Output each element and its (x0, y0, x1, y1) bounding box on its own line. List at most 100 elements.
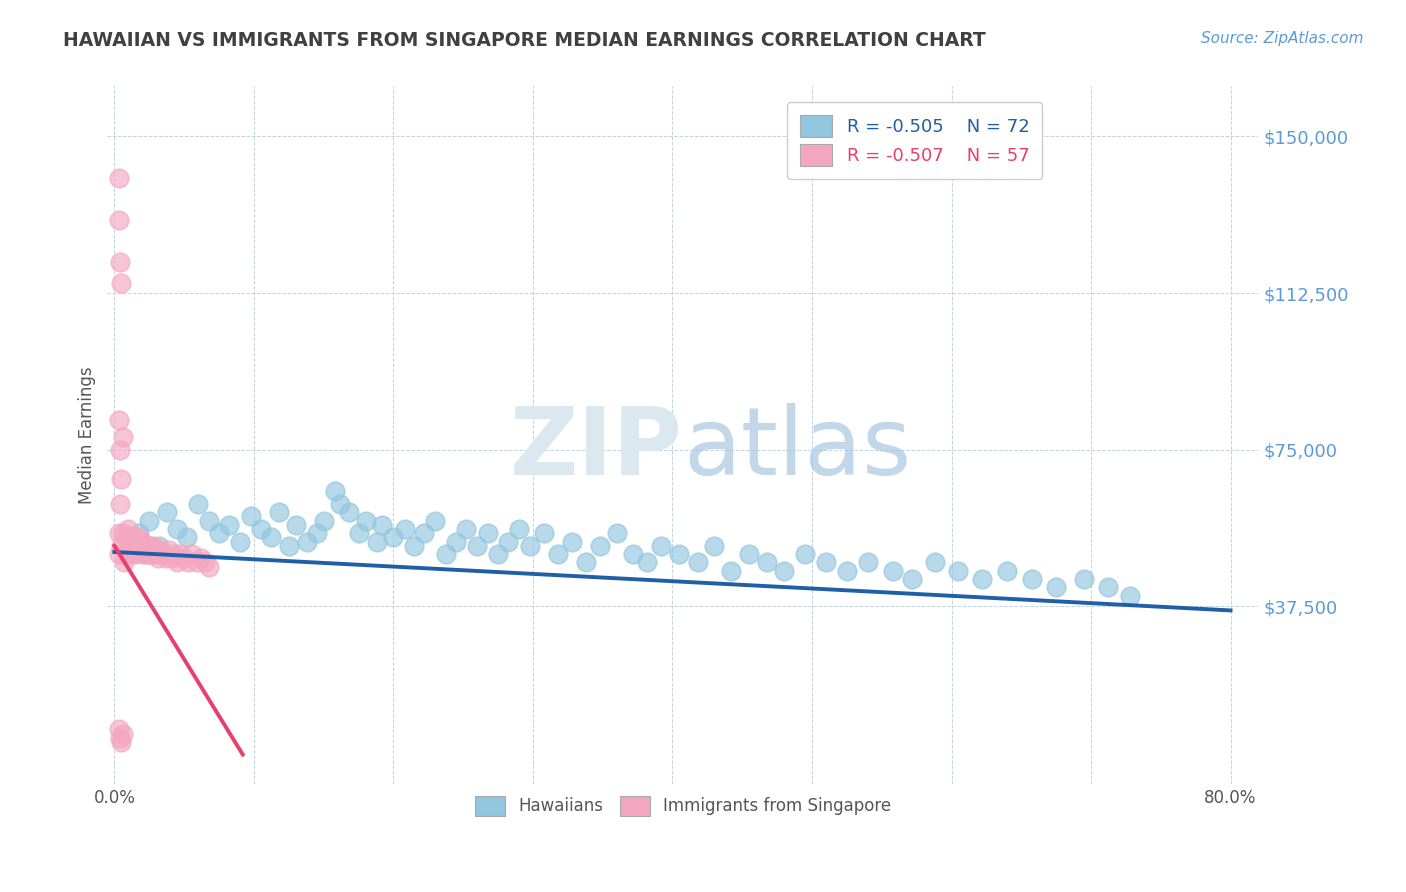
Point (173, 551, 195, 566)
Legend: Hawaiians, Immigrants from Singapore: Hawaiians, Immigrants from Singapore (467, 788, 900, 824)
Point (176, 530, 198, 544)
Point (110, 735, 132, 749)
Text: HAWAIIAN VS IMMIGRANTS FROM SINGAPORE MEDIAN EARNINGS CORRELATION CHART: HAWAIIAN VS IMMIGRANTS FROM SINGAPORE ME… (63, 31, 986, 50)
Point (519, 539, 541, 553)
Point (163, 547, 186, 561)
Point (136, 539, 159, 553)
Point (111, 726, 134, 740)
Text: Source: ZipAtlas.com: Source: ZipAtlas.com (1201, 31, 1364, 46)
Point (668, 547, 690, 561)
Point (149, 542, 172, 557)
Point (187, 497, 209, 511)
Point (208, 526, 231, 541)
Point (240, 509, 263, 524)
Point (177, 556, 200, 570)
Point (111, 526, 134, 541)
Point (508, 522, 530, 536)
Point (229, 534, 252, 549)
Point (145, 542, 167, 557)
Point (194, 556, 217, 570)
Point (134, 539, 156, 553)
Point (132, 547, 155, 561)
Point (157, 542, 180, 557)
Point (465, 539, 488, 553)
Point (148, 539, 170, 553)
Point (454, 522, 477, 536)
Point (111, 430, 134, 444)
Text: ZIP: ZIP (510, 403, 683, 495)
Point (112, 556, 135, 570)
Point (107, 213, 129, 227)
Point (124, 534, 146, 549)
Point (295, 534, 318, 549)
Point (146, 551, 169, 566)
Point (259, 530, 281, 544)
Point (901, 572, 924, 586)
Point (394, 522, 416, 536)
Point (198, 559, 221, 574)
Point (650, 539, 672, 553)
Point (305, 526, 328, 541)
Point (948, 564, 970, 578)
Point (117, 522, 139, 536)
Point (1097, 581, 1119, 595)
Point (108, 497, 131, 511)
Y-axis label: Median Earnings: Median Earnings (79, 367, 96, 504)
Point (107, 723, 129, 737)
Point (329, 497, 352, 511)
Point (267, 505, 290, 519)
Point (139, 539, 162, 553)
Point (107, 413, 129, 427)
Point (166, 522, 188, 536)
Point (156, 505, 179, 519)
Point (107, 547, 129, 561)
Point (107, 171, 129, 186)
Point (738, 547, 761, 561)
Point (198, 514, 221, 528)
Point (143, 547, 166, 561)
Point (129, 542, 152, 557)
Point (186, 556, 208, 570)
Point (218, 517, 240, 532)
Point (337, 505, 360, 519)
Point (122, 542, 145, 557)
Point (169, 547, 191, 561)
Point (115, 547, 138, 561)
Point (108, 442, 131, 457)
Point (606, 526, 628, 541)
Point (366, 534, 388, 549)
Text: atlas: atlas (683, 403, 911, 495)
Point (477, 526, 499, 541)
Point (1045, 581, 1067, 595)
Point (773, 564, 796, 578)
Point (404, 539, 426, 553)
Point (686, 556, 709, 570)
Point (131, 534, 153, 549)
Point (814, 556, 837, 570)
Point (756, 556, 779, 570)
Point (794, 547, 817, 561)
Point (152, 547, 174, 561)
Point (312, 514, 335, 528)
Point (110, 539, 132, 553)
Point (135, 547, 157, 561)
Point (972, 572, 994, 586)
Point (108, 254, 131, 268)
Point (496, 534, 519, 549)
Point (995, 564, 1018, 578)
Point (128, 530, 150, 544)
Point (250, 522, 273, 536)
Point (125, 547, 148, 561)
Point (720, 564, 742, 578)
Point (589, 539, 612, 553)
Point (354, 514, 377, 528)
Point (1073, 572, 1095, 586)
Point (444, 534, 467, 549)
Point (924, 556, 946, 570)
Point (835, 564, 858, 578)
Point (277, 539, 299, 553)
Point (371, 517, 394, 532)
Point (181, 547, 204, 561)
Point (547, 547, 569, 561)
Point (284, 517, 307, 532)
